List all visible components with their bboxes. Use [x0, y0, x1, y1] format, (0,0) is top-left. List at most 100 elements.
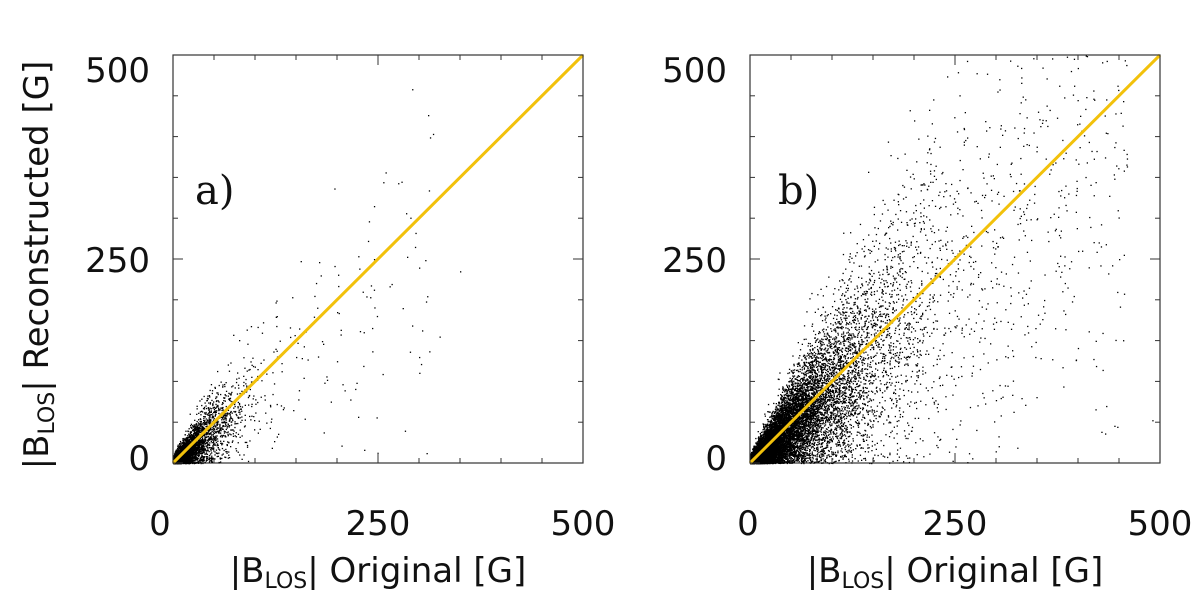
scatter-point	[887, 375, 890, 377]
scatter-point	[219, 429, 221, 431]
scatter-point	[234, 405, 236, 408]
scatter-point	[204, 438, 206, 440]
scatter-point	[189, 456, 192, 459]
scatter-point	[232, 419, 234, 422]
scatter-point	[801, 444, 803, 446]
scatter-point	[197, 434, 199, 436]
scatter-point	[226, 412, 228, 414]
scatter-point	[183, 460, 185, 462]
scatter-point	[204, 420, 206, 423]
scatter-point	[205, 407, 208, 410]
scatter-point	[1045, 158, 1047, 160]
scatter-point	[205, 426, 207, 428]
scatter-point	[198, 439, 200, 441]
scatter-point	[192, 425, 194, 428]
scatter-point	[409, 351, 412, 353]
scatter-point	[221, 409, 223, 412]
scatter-point	[221, 408, 224, 410]
scatter-point	[214, 458, 216, 460]
scatter-point	[199, 449, 201, 452]
scatter-point	[219, 426, 221, 428]
scatter-point	[208, 409, 210, 411]
scatter-point	[213, 432, 216, 435]
scatter-point	[190, 458, 192, 460]
scatter-point	[189, 458, 191, 461]
scatter-point	[214, 415, 216, 417]
scatter-point	[213, 439, 215, 441]
scatter-point	[905, 375, 907, 377]
scatter-point	[187, 460, 190, 462]
scatter-point	[212, 407, 214, 409]
scatter-point	[205, 405, 207, 407]
scatter-point	[283, 407, 285, 409]
scatter-point	[899, 447, 902, 449]
scatter-point	[389, 286, 391, 288]
scatter-point	[204, 421, 206, 424]
scatter-point	[174, 456, 176, 458]
scatter-point	[198, 419, 200, 421]
scatter-point	[237, 401, 239, 404]
scatter-point	[925, 404, 927, 406]
scatter-point	[192, 455, 194, 457]
scatter-point	[175, 453, 177, 455]
scatter-point	[223, 400, 225, 402]
scatter-point	[243, 375, 245, 377]
scatter-point	[181, 449, 183, 452]
scatter-point	[219, 427, 221, 429]
scatter-point	[219, 458, 222, 460]
x-axis-label-a: |BLOS| Original [G]	[230, 551, 527, 594]
scatter-point	[199, 457, 201, 459]
scatter-point	[204, 461, 206, 464]
scatter-point	[275, 348, 277, 350]
scatter-point	[865, 372, 867, 375]
scatter-point	[246, 444, 249, 447]
scatter-point	[214, 444, 216, 446]
scatter-point	[214, 387, 216, 389]
scatter-point	[276, 436, 278, 438]
scatter-point	[229, 418, 231, 420]
scatter-point	[211, 390, 214, 392]
scatter-point	[221, 454, 223, 456]
scatter-point	[839, 312, 841, 314]
scatter-point	[191, 453, 193, 455]
scatter-point	[836, 388, 838, 390]
scatter-point	[340, 334, 342, 336]
scatter-point	[217, 421, 220, 423]
scatter-point	[241, 416, 243, 418]
scatter-point	[201, 449, 203, 451]
scatter-point	[199, 423, 202, 425]
scatter-point	[297, 342, 299, 344]
scatter-point	[853, 262, 855, 264]
scatter-point	[185, 430, 187, 432]
scatter-point	[844, 427, 846, 429]
scatter-point	[201, 456, 204, 458]
scatter-point	[401, 181, 403, 183]
scatter-point	[218, 407, 220, 409]
scatter-point	[207, 442, 209, 444]
scatter-point	[216, 435, 218, 437]
scatter-point	[228, 426, 230, 428]
scatter-point	[192, 438, 194, 440]
scatter-point	[193, 456, 195, 458]
scatter-point	[244, 425, 246, 427]
scatter-point	[191, 460, 193, 462]
scatter-point	[261, 332, 264, 334]
scatter-point	[212, 438, 214, 440]
scatter-point	[209, 420, 211, 422]
scatter-point	[422, 330, 424, 332]
scatter-point	[192, 458, 194, 460]
scatter-point	[368, 221, 371, 223]
scatter-point	[230, 421, 232, 423]
scatter-point	[187, 462, 189, 464]
scatter-point	[208, 447, 211, 449]
scatter-point	[195, 445, 197, 447]
scatter-point	[183, 442, 185, 445]
scatter-point	[199, 420, 201, 423]
scatter-point	[214, 407, 217, 409]
scatter-point	[196, 442, 198, 444]
scatter-point	[197, 422, 200, 424]
scatter-point	[201, 448, 203, 451]
scatter-point	[189, 457, 191, 460]
scatter-point	[181, 451, 183, 453]
